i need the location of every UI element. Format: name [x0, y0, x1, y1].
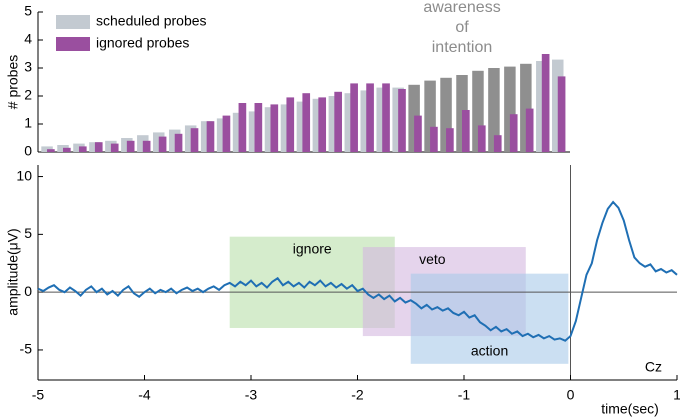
scheduled-bar	[248, 111, 261, 152]
ignored-bar	[334, 91, 342, 152]
x-tick-label: -1	[458, 387, 471, 403]
ignored-bar	[541, 54, 550, 152]
y-tick-label: 2	[24, 87, 32, 103]
ignored-bar	[174, 133, 183, 152]
annotation: of	[455, 19, 469, 36]
y-tick-label: 5	[24, 3, 32, 19]
ignored-bar	[350, 83, 358, 152]
scheduled-bar	[137, 135, 149, 152]
ignored-bar	[302, 93, 311, 152]
x-tick-label: -3	[245, 387, 258, 403]
scheduled-bar	[121, 138, 133, 152]
channel-note: Cz	[645, 359, 662, 375]
ignored-bar	[477, 125, 486, 152]
ignored-bar	[254, 103, 263, 152]
y-tick-label: 3	[24, 59, 32, 75]
y-tick-label: -5	[20, 341, 33, 357]
x-tick-label: -2	[351, 387, 364, 403]
region	[410, 273, 569, 364]
x-tick-label: 1	[673, 387, 680, 403]
region-label: ignore	[293, 240, 332, 256]
ignored-bar	[382, 83, 390, 152]
legend-swatch	[56, 15, 90, 29]
scheduled-bar	[424, 80, 436, 152]
ignored-bar	[78, 146, 87, 152]
top-y-label: # probes	[5, 55, 21, 109]
x-tick-label: 0	[567, 387, 575, 403]
scheduled-bar	[472, 70, 484, 152]
scheduled-bar	[440, 77, 452, 152]
bottom-y-label: amplitude(μV)	[5, 228, 21, 315]
ignored-bar	[158, 136, 167, 152]
ignored-bar	[63, 147, 71, 152]
ignored-bar	[286, 97, 295, 152]
ignored-bar	[222, 115, 231, 152]
ignored-bar	[318, 97, 327, 152]
signal-line	[37, 200, 678, 342]
ignored-bar	[446, 128, 454, 152]
ignored-bar	[238, 103, 247, 152]
ignored-bar	[110, 143, 119, 152]
legend-label: ignored probes	[96, 35, 189, 51]
scheduled-bar	[520, 63, 532, 152]
scheduled-bar	[184, 125, 197, 152]
ignored-bar	[414, 115, 422, 152]
ignored-bar	[493, 135, 502, 152]
ignored-bar	[366, 83, 374, 152]
ignored-bar	[462, 110, 470, 152]
ignored-bar	[509, 114, 518, 152]
ignored-bar	[270, 104, 279, 152]
annotation: awareness	[423, 0, 500, 16]
ignored-bar	[430, 126, 438, 152]
y-tick-label: 0	[24, 283, 32, 299]
legend-label: scheduled probes	[96, 13, 207, 29]
y-tick-label: 0	[24, 143, 32, 159]
ignored-bar	[190, 128, 199, 152]
ignored-bar	[126, 140, 135, 152]
scheduled-bar	[488, 68, 500, 152]
ignored-bar	[206, 121, 215, 152]
ignored-bar	[47, 149, 55, 152]
region-label: action	[471, 343, 508, 359]
ignored-bar	[557, 76, 566, 152]
region-label: veto	[419, 251, 446, 267]
y-tick-label: 4	[24, 31, 32, 47]
x-label: time(sec)	[601, 401, 659, 417]
scheduled-bar	[504, 66, 516, 152]
annotation: intention	[432, 39, 493, 56]
legend-swatch	[56, 37, 90, 51]
x-tick-label: -5	[32, 387, 45, 403]
ignored-bar	[525, 108, 534, 152]
y-tick-label: 5	[24, 225, 32, 241]
y-tick-label: 10	[16, 167, 32, 183]
y-tick-label: 1	[24, 115, 32, 131]
ignored-bar	[94, 142, 103, 152]
ignored-bar	[398, 89, 406, 152]
scheduled-bar	[89, 142, 101, 152]
ignored-bar	[142, 140, 151, 152]
x-tick-label: -4	[138, 387, 151, 403]
